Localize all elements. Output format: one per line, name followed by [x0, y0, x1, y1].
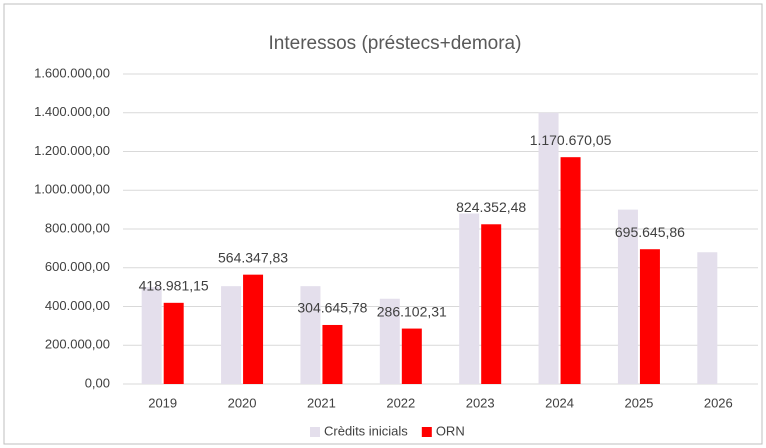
- bar: [538, 112, 559, 384]
- x-tick-label: 2023: [466, 395, 495, 410]
- bar: [300, 286, 321, 384]
- y-tick-label: 600.000,00: [45, 259, 110, 274]
- y-tick-label: 200.000,00: [45, 337, 110, 352]
- bar: [163, 302, 184, 384]
- x-tick-label: 2026: [704, 395, 733, 410]
- y-tick-label: 400.000,00: [45, 298, 110, 313]
- data-label: 304.645,78: [297, 300, 367, 316]
- data-label: 564.347,83: [218, 249, 288, 265]
- bar: [401, 328, 422, 384]
- bar: [322, 324, 343, 384]
- legend-swatch: [421, 427, 432, 437]
- data-label: 286.102,31: [377, 303, 447, 319]
- y-tick-label: 1.400.000,00: [34, 104, 110, 119]
- bar: [379, 298, 400, 384]
- y-tick-label: 800.000,00: [45, 220, 110, 235]
- legend-swatch: [310, 427, 320, 437]
- legend-label: Crèdits inicials: [324, 423, 408, 438]
- x-tick-label: 2021: [307, 395, 336, 410]
- data-label: 418.981,15: [139, 278, 209, 294]
- bar: [617, 209, 638, 384]
- bar: [243, 274, 264, 384]
- data-label: 824.352,48: [456, 199, 526, 215]
- x-tick-label: 2019: [148, 395, 177, 410]
- data-label: 1.170.670,05: [530, 132, 612, 148]
- data-label: 695.645,86: [615, 224, 685, 240]
- y-tick-label: 1.600.000,00: [34, 65, 110, 80]
- x-tick-label: 2022: [386, 395, 415, 410]
- x-tick-label: 2024: [545, 395, 574, 410]
- bar: [221, 286, 242, 384]
- bar: [141, 287, 162, 384]
- y-tick-label: 1.200.000,00: [34, 143, 110, 158]
- bar: [459, 213, 480, 384]
- bar: [639, 249, 660, 384]
- bar: [560, 157, 581, 384]
- x-tick-label: 2025: [624, 395, 653, 410]
- x-tick-label: 2020: [228, 395, 257, 410]
- y-tick-label: 1.000.000,00: [34, 182, 110, 197]
- legend-label: ORN: [436, 423, 465, 438]
- chart-title: Interessos (préstecs+demora): [269, 33, 522, 54]
- y-tick-label: 0,00: [85, 375, 110, 390]
- bar: [697, 252, 718, 384]
- bar: [481, 224, 502, 384]
